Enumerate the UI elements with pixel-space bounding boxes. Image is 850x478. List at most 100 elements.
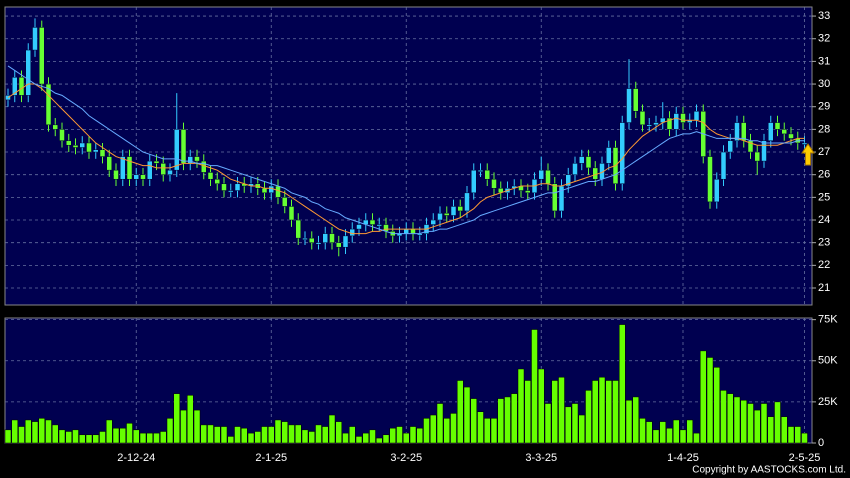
volume-bar [403,432,410,444]
candle-body [801,142,808,145]
candle-body [369,219,376,225]
candle-body [282,197,288,207]
volume-bar [571,403,579,444]
candle-body [342,235,349,248]
candle-body [349,228,355,237]
volume-bar [335,421,342,444]
candle-body [457,206,463,212]
candle-body [545,169,551,185]
y-tick-label: 75K [818,314,838,326]
volume-bar [565,406,572,444]
volume-bar [79,434,86,444]
volume-bar [281,421,288,444]
candle-body [66,140,72,146]
copyright: Copyright by AASTOCKS.com Ltd. [692,465,846,476]
volume-bar [65,431,72,444]
volume-bar [106,419,113,444]
candle-body [403,228,409,234]
candle-body [538,169,544,180]
candle-body [430,219,436,225]
candle-body [120,156,126,180]
volume-bar [558,376,565,444]
volume-bar [409,426,417,444]
volume-bar [200,424,207,444]
volume-bar [443,418,450,444]
candle-body [288,206,295,221]
candle-body [25,49,31,96]
volume-bar [322,426,329,444]
volume-bar [173,393,180,444]
arrow-marker [801,143,815,167]
candle-body [673,113,679,130]
y-tick-label: 25K [818,396,838,408]
volume-bar [261,426,268,444]
candle-body [727,140,733,153]
candle-body [788,133,794,139]
x-tick-label: 3-2-25 [390,452,422,464]
volume-bar [470,398,477,444]
x-tick-label: 2-1-25 [255,452,287,464]
candle-body [336,242,342,248]
volume-bar [349,426,356,444]
volume-bar [430,414,437,444]
candle-body [86,142,92,153]
candle-body [410,228,416,234]
candle-body [187,156,193,164]
volume-bar [598,376,606,444]
candle-body [579,156,585,164]
candle-body [207,172,214,180]
candle-body [126,156,133,180]
volume-bar [585,390,592,444]
volume-bar [369,429,376,444]
volume-bar [18,426,25,444]
volume-bar [524,380,531,444]
candle-body [52,124,58,130]
volume-bar [25,419,32,444]
candle-body [356,224,362,230]
candle-body [444,212,450,216]
candle-body [754,151,760,162]
candle-body [268,185,274,194]
volume-bar [612,380,619,444]
candle-body [565,174,571,187]
candle-body [59,129,65,141]
volume-bar [632,396,639,444]
volume-bar [247,432,255,444]
volume-bar [450,413,457,444]
candle-body [201,160,207,173]
volume-bar [85,434,93,444]
x-tick-label: 2-12-24 [117,452,155,464]
volume-bar [180,409,187,444]
volume-bar [58,429,66,444]
candle-body [781,129,787,135]
volume-bar [592,380,599,444]
candle-body [234,183,241,191]
volume-bar [328,414,336,444]
candle-body [552,183,558,212]
price-panel [4,6,813,306]
volume-bar [416,427,423,444]
volume-bar [517,368,525,444]
volume-bar [740,399,747,444]
candle-body [585,156,592,169]
candle-body [79,142,85,148]
candle-body [734,122,740,141]
volume-bar [99,431,106,444]
candle-body [32,27,38,51]
y-tick-label: 31 [818,55,830,67]
volume-bar [11,419,18,444]
candle-body [315,242,322,245]
volume-bar [4,429,12,444]
volume-bar [781,416,788,444]
volume-bar [38,418,45,444]
candle-body [572,163,578,175]
volume-bar [652,429,660,444]
candle-body [471,169,477,194]
y-tick-label: 33 [818,10,830,22]
volume-bar [646,421,653,444]
candle-body [275,185,281,198]
y-tick-label: 22 [818,259,830,271]
volume-bar [679,429,687,444]
candle-body [133,174,139,180]
